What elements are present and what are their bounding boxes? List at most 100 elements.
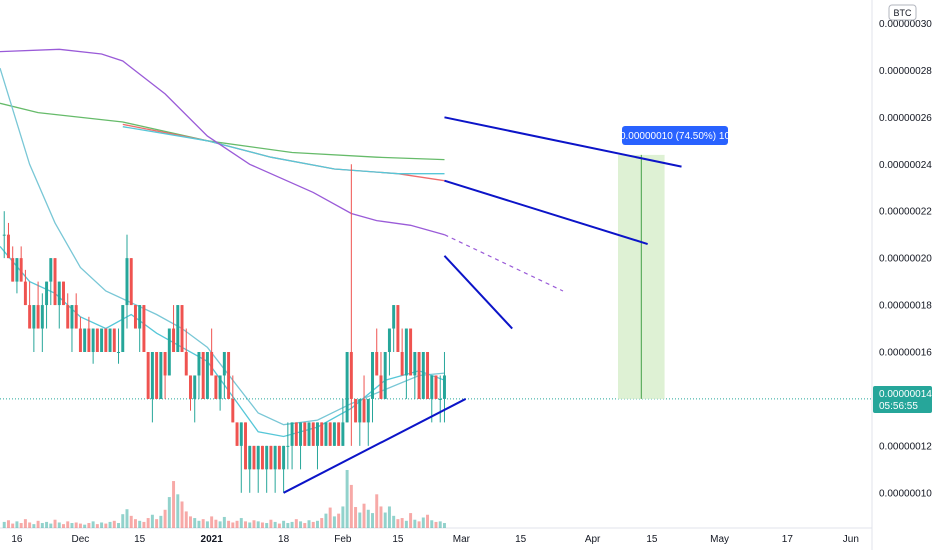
candle-body bbox=[265, 445, 269, 470]
x-tick-label: Feb bbox=[334, 534, 352, 545]
candle-body bbox=[269, 445, 273, 470]
measure-label-text: 0.00000010 (74.50%) 10 bbox=[620, 131, 731, 142]
candle-body bbox=[345, 352, 349, 423]
volume-bar bbox=[6, 520, 10, 528]
candle-body bbox=[176, 305, 180, 352]
candle-body bbox=[40, 305, 44, 329]
candle-body bbox=[248, 445, 252, 470]
candle-body bbox=[167, 328, 171, 376]
volume-bar bbox=[28, 522, 32, 528]
last-price-value: 0.00000014 bbox=[879, 389, 932, 400]
candle-body bbox=[189, 375, 192, 399]
candle-body bbox=[23, 281, 27, 306]
drawings-layer[interactable] bbox=[283, 116, 682, 494]
volume-bar bbox=[180, 501, 184, 528]
volume-bar bbox=[125, 509, 129, 528]
candle-body bbox=[337, 422, 341, 446]
volume-bar bbox=[421, 517, 425, 528]
x-tick-label: 17 bbox=[782, 534, 794, 545]
candle-body bbox=[57, 281, 61, 306]
volume-bar bbox=[117, 523, 121, 528]
candle-body bbox=[70, 305, 74, 329]
candle-body bbox=[400, 352, 404, 376]
candle-body bbox=[11, 258, 15, 282]
y-tick-label: 0.00000010 bbox=[879, 488, 932, 499]
y-tick-label: 0.00000020 bbox=[879, 254, 932, 265]
volume-bar bbox=[328, 507, 332, 528]
volume-bar bbox=[70, 523, 74, 528]
candle-body bbox=[6, 234, 10, 259]
volume-bar bbox=[337, 513, 341, 528]
trendline[interactable] bbox=[443, 255, 513, 330]
candle-body bbox=[366, 398, 370, 423]
measure-label: 0.00000010 (74.50%) 10 bbox=[620, 126, 731, 145]
volume-bar bbox=[11, 523, 15, 528]
volume-bar bbox=[383, 512, 387, 528]
price-axis[interactable]: 0.00000030 0.00000028 0.00000026 0.00000024… bbox=[879, 19, 932, 499]
volume-bar bbox=[176, 494, 180, 528]
volume-bar bbox=[303, 523, 307, 528]
volume-bar bbox=[222, 516, 226, 528]
volume-bar bbox=[413, 519, 417, 528]
volume-bar bbox=[155, 519, 159, 528]
candle-body bbox=[78, 328, 82, 352]
volume-bar bbox=[400, 518, 404, 528]
volume-bar bbox=[349, 484, 353, 528]
volume-bar bbox=[366, 509, 370, 528]
y-tick-label: 0.00000028 bbox=[879, 66, 932, 77]
volume-bar bbox=[163, 509, 167, 528]
candle-body bbox=[349, 352, 353, 399]
volume-bar bbox=[269, 519, 273, 528]
candle-body bbox=[150, 352, 154, 399]
volume-bar bbox=[320, 518, 324, 528]
volume-bar bbox=[417, 521, 421, 528]
volume-bar bbox=[354, 507, 358, 528]
volume-bar bbox=[167, 497, 171, 528]
x-tick-label: Dec bbox=[72, 534, 90, 545]
volume-bar bbox=[189, 516, 192, 528]
volume-bar bbox=[286, 523, 290, 528]
y-tick-label: 0.00000018 bbox=[879, 301, 932, 312]
volume-bar bbox=[205, 521, 209, 528]
candle-body bbox=[180, 305, 184, 352]
x-tick-label: Jun bbox=[843, 534, 859, 545]
candle-body bbox=[358, 398, 362, 423]
candle-body bbox=[227, 352, 231, 399]
volume-bar bbox=[150, 514, 154, 528]
trendline[interactable] bbox=[444, 116, 682, 168]
volume-bar bbox=[282, 520, 286, 528]
candle-body bbox=[362, 398, 366, 423]
ma-projection-line bbox=[444, 234, 564, 292]
trendline[interactable] bbox=[283, 398, 467, 494]
candles-layer bbox=[0, 164, 872, 493]
candle-body bbox=[83, 328, 87, 352]
volume-bar bbox=[45, 521, 49, 528]
volume-bar bbox=[438, 521, 442, 528]
trendline[interactable] bbox=[444, 179, 648, 246]
volume-bar bbox=[307, 520, 311, 528]
candle-body bbox=[341, 422, 345, 446]
volume-bar bbox=[218, 521, 222, 528]
volume-bar bbox=[49, 523, 53, 528]
time-axis[interactable]: 16 Dec 15 2021 18 Feb 15 Mar 15 Apr 15 May 17 Jun bbox=[11, 534, 859, 545]
volume-bar bbox=[358, 512, 362, 528]
candle-body bbox=[239, 422, 243, 446]
volume-bar bbox=[19, 523, 23, 528]
volume-bar bbox=[273, 521, 277, 528]
volume-bar bbox=[121, 514, 125, 528]
candle-body bbox=[307, 422, 311, 446]
candle-body bbox=[430, 375, 434, 399]
x-tick-label: 15 bbox=[392, 534, 404, 545]
candle-body bbox=[409, 328, 413, 376]
volume-bar bbox=[112, 520, 116, 528]
candle-body bbox=[392, 305, 396, 329]
volume-bar bbox=[184, 511, 188, 528]
volume-bar bbox=[74, 522, 78, 528]
last-price-countdown: 05:56:55 bbox=[879, 401, 918, 412]
volume-bar bbox=[315, 520, 319, 528]
candle-body bbox=[426, 352, 430, 399]
volume-bar bbox=[430, 520, 434, 528]
candle-body bbox=[142, 305, 146, 352]
